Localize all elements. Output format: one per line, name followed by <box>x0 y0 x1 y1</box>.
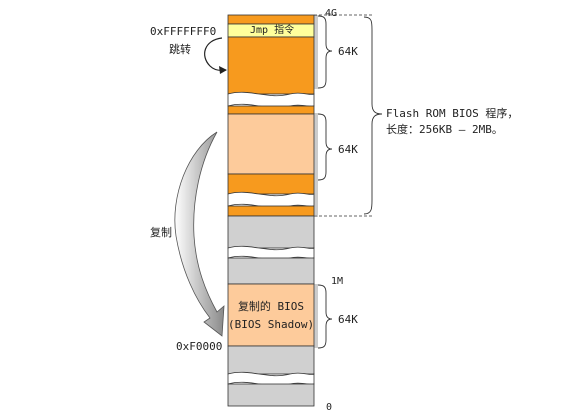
flash-break-wave-2 <box>228 192 314 207</box>
brace-64k-low <box>318 285 332 348</box>
mark-4g-label: 4G <box>325 7 337 20</box>
mark-1m-label: 1M <box>331 275 343 288</box>
address-top-label: 0xFFFFFFF0 <box>150 25 216 38</box>
flash-rom-desc-line1: Flash ROM BIOS 程序， <box>386 107 518 120</box>
ruler-ticks-mid <box>314 114 318 216</box>
flash-orange-block-3 <box>228 174 314 194</box>
size-64k-top-label: 64K <box>338 45 358 58</box>
copy-arrow-body <box>175 132 224 336</box>
flash-orange-block-1 <box>228 37 314 94</box>
jump-arrow <box>205 38 227 74</box>
flash-rom-region <box>228 15 314 216</box>
address-f0000-label: 0xF0000 <box>176 340 222 353</box>
brace-64k-mid <box>318 114 332 180</box>
flash-rom-desc-line2: 长度：256KB — 2MB。 <box>386 123 503 136</box>
gray-block-1 <box>228 216 314 248</box>
flash-light-block <box>228 114 314 174</box>
copy-label: 复制 <box>150 226 172 239</box>
jump-label: 跳转 <box>169 43 191 56</box>
flash-top-orange-strip <box>228 15 314 24</box>
flash-orange-block-2 <box>228 106 314 114</box>
gray-block-3 <box>228 346 314 374</box>
jump-arrow-head <box>219 66 227 74</box>
flash-orange-block-4 <box>228 206 314 216</box>
mark-0-label: 0 <box>326 401 332 414</box>
ruler-ticks-top <box>314 16 318 88</box>
bios-shadow-line1: 复制的 BIOS <box>228 300 314 313</box>
size-64k-low-label: 64K <box>338 313 358 326</box>
bios-shadow-line2: (BIOS Shadow) <box>228 318 314 331</box>
gray-block-4 <box>228 384 314 406</box>
bios-shadow-block <box>228 284 314 346</box>
jmp-instruction-label: Jmp 指令 <box>250 24 294 37</box>
flash-break-wave-1 <box>228 92 314 107</box>
size-64k-mid-label: 64K <box>338 143 358 156</box>
ruler-ticks-low <box>314 285 318 347</box>
copy-arrow <box>175 132 224 336</box>
flash-rom-brace <box>364 17 382 214</box>
gray-block-2 <box>228 258 314 284</box>
jump-arrow-curve <box>205 38 226 70</box>
brace-64k-top <box>318 16 332 88</box>
